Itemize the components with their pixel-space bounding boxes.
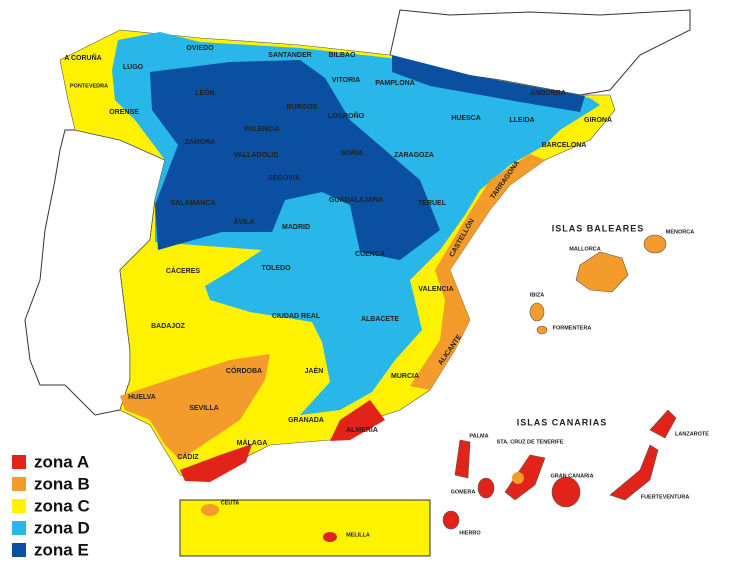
place-label: IBIZA	[530, 292, 544, 298]
legend-label: zona D	[34, 518, 90, 537]
place-label: ZAMORA	[185, 139, 216, 146]
canary-islands	[442, 409, 677, 530]
zone-b	[410, 154, 545, 390]
zone-e	[392, 55, 585, 112]
place-label: MURCIA	[391, 373, 419, 380]
place-label: FORMENTERA	[553, 325, 592, 331]
legend: zona A zona B zona C zona D zona E	[12, 452, 90, 559]
place-label: ÁVILA	[234, 217, 255, 226]
legend-label: zona A	[34, 452, 89, 471]
zone-e	[150, 60, 440, 260]
place-label: FUERTEVENTURA	[641, 494, 690, 500]
place-label: BURGOS	[287, 104, 318, 111]
legend-label: zona B	[34, 474, 90, 493]
place-label: ZARAGOZA	[394, 152, 434, 159]
place-label: GRAN CANARIA	[550, 473, 593, 479]
place-label: GOMERA	[451, 489, 476, 495]
place-label: HUESCA	[451, 115, 481, 122]
legend-label: zona C	[34, 496, 90, 515]
place-label: A CORUÑA	[64, 53, 101, 62]
place-label: SORIA	[341, 150, 363, 157]
zone-a	[330, 400, 385, 441]
place-label: MADRID	[282, 224, 310, 231]
place-label: SALAMANCA	[170, 200, 215, 207]
legend-swatch	[12, 455, 26, 469]
place-label: HIERRO	[459, 530, 481, 536]
ceuta-zone	[201, 504, 219, 516]
tenerife-zone-b	[512, 472, 524, 484]
place-label: GIRONA	[584, 117, 612, 124]
place-label: GUADALAJARA	[329, 197, 383, 204]
place-label: TOLEDO	[261, 265, 291, 272]
place-label: ANDORRA	[530, 90, 566, 97]
place-label: ISLAS BALEARES	[552, 223, 645, 233]
legend-swatch	[12, 521, 26, 535]
place-label: CUENCA	[355, 251, 385, 258]
place-label: VALLADOLID	[234, 152, 279, 159]
place-label: VITORIA	[332, 77, 360, 84]
place-label: PONTEVEDRA	[70, 83, 108, 89]
place-label: MENORCA	[666, 229, 694, 235]
place-label: ALBACETE	[361, 316, 399, 323]
place-label: LEÓN	[195, 88, 214, 97]
north-africa-inset	[179, 499, 431, 557]
legend-swatch	[12, 543, 26, 557]
place-label: ORENSE	[109, 109, 139, 116]
place-label: SANTANDER	[268, 52, 311, 59]
place-label: ISLAS CANARIAS	[517, 417, 608, 427]
legend-swatch	[12, 477, 26, 491]
place-label: PALENCIA	[244, 126, 279, 133]
place-label: LANZAROTE	[675, 431, 709, 437]
place-label: CÁCERES	[166, 266, 201, 275]
place-label: OVIEDO	[186, 45, 214, 52]
place-label: GRANADA	[288, 417, 324, 424]
place-label: JAÉN	[305, 366, 324, 375]
place-label: CÓRDOBA	[226, 366, 262, 375]
zone-b	[120, 354, 270, 460]
place-label: SEGOVIA	[268, 175, 300, 182]
zone-a	[180, 444, 252, 482]
place-label: PALMA	[469, 433, 488, 439]
place-label: LLEIDA	[509, 117, 534, 124]
place-label: BADAJOZ	[151, 323, 186, 330]
place-label: MALLORCA	[569, 246, 600, 252]
legend-swatch	[12, 499, 26, 513]
place-label: TERUEL	[418, 200, 447, 207]
place-label: SEVILLA	[189, 405, 219, 412]
place-label: ALMERÍA	[346, 425, 378, 434]
place-label: MELILLA	[346, 532, 370, 538]
place-label: LUGO	[123, 64, 144, 71]
place-label: PAMPLONA	[375, 80, 415, 87]
legend-label: zona E	[34, 540, 89, 559]
place-label: LOGROÑO	[328, 111, 365, 120]
place-label: CÁDIZ	[177, 452, 199, 461]
place-label: CIUDAD REAL	[272, 313, 321, 320]
place-label: BILBAO	[329, 52, 356, 59]
place-label: BARCELONA	[542, 142, 587, 149]
place-label: STA. CRUZ DE TENERIFE	[497, 439, 564, 445]
place-label: VALENCIA	[418, 286, 453, 293]
balearic-islands	[529, 234, 667, 335]
melilla-zone	[323, 532, 337, 542]
place-label: HUELVA	[128, 394, 156, 401]
place-label: CEUTA	[221, 500, 240, 506]
place-label: MÁLAGA	[237, 438, 268, 447]
